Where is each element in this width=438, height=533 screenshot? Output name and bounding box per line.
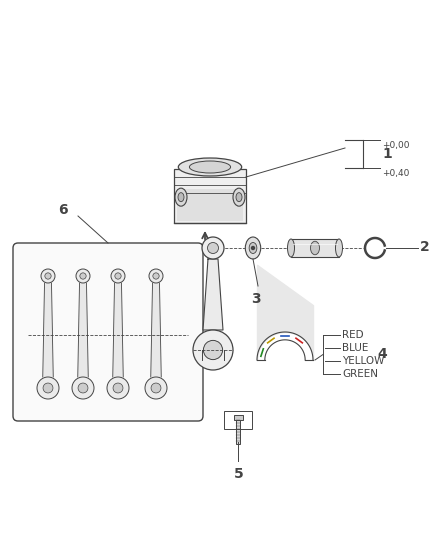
Ellipse shape xyxy=(249,243,257,254)
Text: 4: 4 xyxy=(377,348,387,361)
Circle shape xyxy=(111,269,125,283)
Ellipse shape xyxy=(233,188,245,206)
Polygon shape xyxy=(43,283,53,377)
Text: 6: 6 xyxy=(58,203,67,217)
Polygon shape xyxy=(151,283,161,377)
Ellipse shape xyxy=(189,161,230,173)
Circle shape xyxy=(251,246,254,249)
Circle shape xyxy=(203,341,223,360)
Circle shape xyxy=(78,383,88,393)
Text: YELLOW: YELLOW xyxy=(342,356,385,366)
Circle shape xyxy=(45,273,51,279)
Circle shape xyxy=(149,269,163,283)
Bar xyxy=(177,189,243,221)
Ellipse shape xyxy=(178,192,184,201)
Ellipse shape xyxy=(175,188,187,206)
Circle shape xyxy=(37,377,59,399)
Circle shape xyxy=(43,383,53,393)
Bar xyxy=(224,411,252,429)
Circle shape xyxy=(145,377,167,399)
Circle shape xyxy=(202,237,224,259)
Polygon shape xyxy=(78,283,88,377)
Text: 2: 2 xyxy=(420,240,430,254)
Bar xyxy=(236,419,240,443)
Bar xyxy=(233,415,243,419)
Circle shape xyxy=(80,273,86,279)
Text: +0,40: +0,40 xyxy=(382,169,410,178)
Polygon shape xyxy=(113,283,123,377)
Bar xyxy=(174,169,246,223)
Circle shape xyxy=(107,377,129,399)
Circle shape xyxy=(151,383,161,393)
Ellipse shape xyxy=(245,237,261,259)
Bar xyxy=(291,239,339,257)
FancyBboxPatch shape xyxy=(13,243,203,421)
Circle shape xyxy=(153,273,159,279)
Text: 1: 1 xyxy=(382,147,392,161)
Ellipse shape xyxy=(311,241,319,255)
Circle shape xyxy=(115,273,121,279)
Circle shape xyxy=(41,269,55,283)
Ellipse shape xyxy=(336,239,343,257)
Circle shape xyxy=(76,269,90,283)
Text: GREEN: GREEN xyxy=(342,369,378,379)
Polygon shape xyxy=(203,259,223,330)
Text: 5: 5 xyxy=(234,467,244,481)
Circle shape xyxy=(208,243,219,254)
Circle shape xyxy=(193,330,233,370)
Text: 3: 3 xyxy=(251,292,261,306)
Ellipse shape xyxy=(236,192,242,201)
Ellipse shape xyxy=(287,239,294,257)
Ellipse shape xyxy=(178,158,242,176)
Text: RED: RED xyxy=(342,330,364,340)
Text: +0,00: +0,00 xyxy=(382,141,410,150)
Circle shape xyxy=(113,383,123,393)
Circle shape xyxy=(72,377,94,399)
Text: BLUE: BLUE xyxy=(342,343,368,353)
